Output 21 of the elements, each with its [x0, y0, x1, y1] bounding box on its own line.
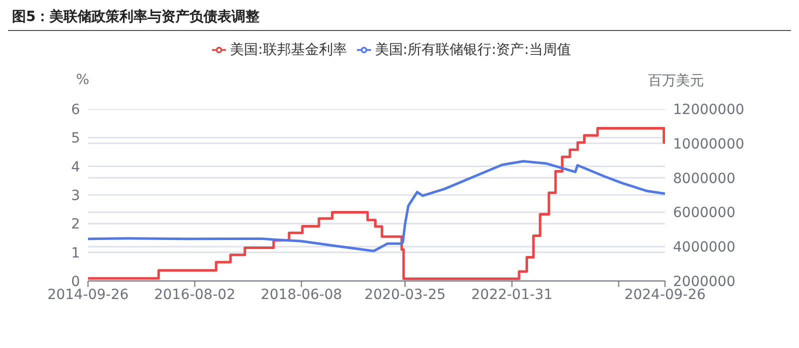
legend-label: 美国:联邦基金利率 [230, 42, 347, 58]
x-tick-label: 2016-08-02 [154, 286, 236, 303]
line-series [88, 160, 665, 252]
y-tick-label: 6 [71, 102, 80, 118]
y2-tick-label: 4000000 [673, 240, 736, 256]
legend-label: 美国:所有联储银行:资产:当周值 [374, 42, 571, 58]
y2-axis-title: 百万美元 [648, 72, 704, 90]
y2-tick-label: 10000000 [673, 136, 744, 152]
y-tick-label: 1 [71, 245, 80, 262]
chart-title: 图5：美联储政策利率与资产负债表调整 [8, 8, 791, 31]
y-axis-title: % [76, 72, 90, 88]
y2-tick-label: 6000000 [673, 205, 736, 222]
y-tick-label: 5 [71, 130, 80, 147]
x-tick-label: 2018-06-08 [260, 286, 342, 303]
y-tick-label: 3 [71, 188, 80, 204]
y-tick-label: 4 [71, 159, 80, 176]
x-tick-label: 2022-01-31 [471, 286, 553, 303]
y2-tick-label: 12000000 [673, 102, 744, 118]
x-tick-label: 2020-03-25 [364, 286, 446, 303]
y-tick-label: 2 [71, 216, 80, 233]
y2-tick-label: 8000000 [673, 170, 736, 187]
